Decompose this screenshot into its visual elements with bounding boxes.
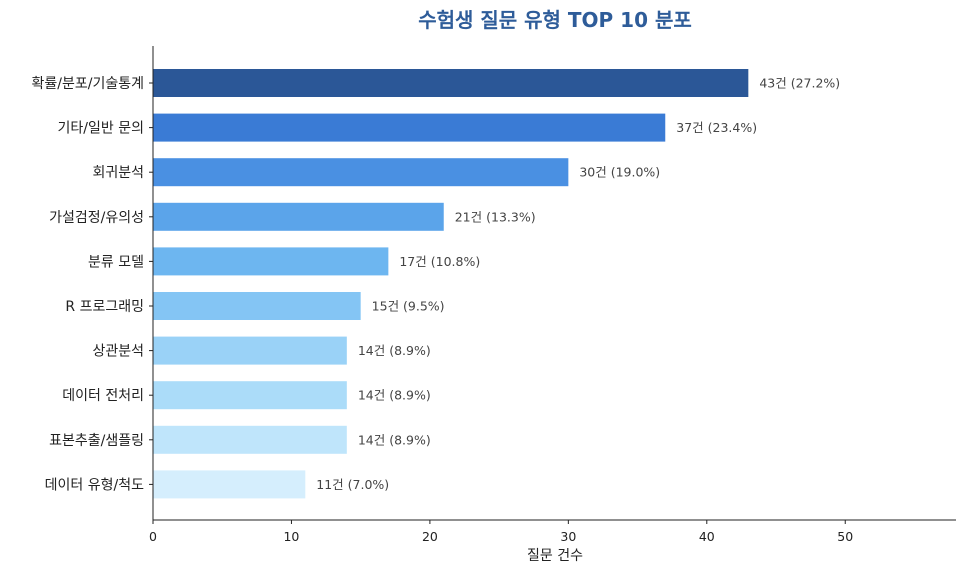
bar-10 (153, 470, 306, 499)
category-label: R 프로그래밍 (65, 299, 144, 315)
x-axis-label: 질문 건수 (527, 548, 583, 564)
data-label: 14건 (8.9%) (358, 432, 431, 447)
data-label: 30건 (19.0%) (579, 165, 660, 180)
category-label: 상관분석 (92, 344, 144, 360)
category-label: 기타/일반 문의 (58, 121, 144, 137)
x-tick-label: 40 (699, 529, 715, 544)
data-label: 15건 (9.5%) (372, 299, 445, 314)
bar-3 (153, 158, 569, 187)
x-tick-label: 0 (149, 529, 157, 544)
data-label: 21건 (13.3%) (455, 209, 536, 224)
data-label: 43건 (27.2%) (759, 76, 840, 91)
category-label: 분류 모델 (88, 254, 144, 270)
bar-4 (153, 202, 444, 231)
bars-group (153, 69, 749, 499)
data-label: 17건 (10.8%) (399, 254, 480, 269)
x-tick-label: 10 (283, 529, 299, 544)
bar-5 (153, 247, 389, 276)
x-tick-label: 20 (422, 529, 438, 544)
data-label: 14건 (8.9%) (358, 388, 431, 403)
x-tick-label: 50 (837, 529, 853, 544)
bar-7 (153, 336, 347, 365)
bar-6 (153, 292, 361, 320)
category-label: 회귀분석 (92, 165, 144, 181)
bar-9 (153, 425, 347, 454)
chart-title: 수험생 질문 유형 TOP 10 분포 (418, 8, 692, 32)
bar-1 (153, 69, 749, 97)
data-label: 37건 (23.4%) (676, 120, 757, 135)
value-labels: 43건 (27.2%) 37건 (23.4%) 30건 (19.0%) 21건 (13… (316, 76, 840, 492)
category-label: 표본추출/샘플링 (49, 433, 144, 449)
bar-8 (153, 381, 347, 410)
bar-2 (153, 113, 666, 142)
x-tick-label: 30 (560, 529, 576, 544)
category-label: 가설검정/유의성 (49, 210, 144, 226)
x-axis-ticks: 0 10 20 30 40 50 (149, 520, 853, 544)
data-label: 14건 (8.9%) (358, 343, 431, 358)
category-label: 확률/분포/기술통계 (32, 76, 144, 92)
data-label: 11건 (7.0%) (316, 477, 389, 492)
category-label: 데이터 전처리 (62, 388, 144, 404)
category-label: 데이터 유형/척도 (45, 477, 144, 493)
